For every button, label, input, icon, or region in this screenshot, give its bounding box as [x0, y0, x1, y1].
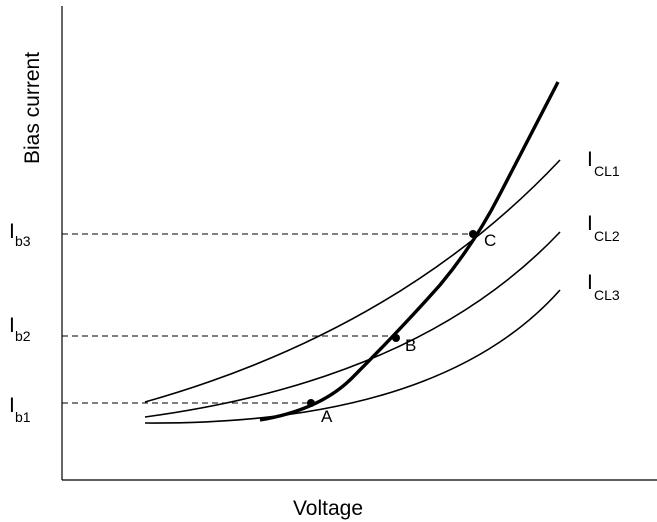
series-icl1-sub: CL1 — [594, 163, 620, 179]
series-label-icl2: I CL2 — [587, 212, 620, 244]
point-b-marker — [392, 334, 400, 342]
point-c-label: C — [484, 231, 496, 250]
series-icl3-main: I — [587, 271, 593, 294]
y-tick-label-ib1: I b1 — [9, 394, 31, 425]
curve-icl3 — [144, 289, 561, 424]
y-tick-label-ib2: I b2 — [9, 314, 31, 344]
point-b-label: B — [405, 336, 416, 355]
y-tick-ib3-sub: b3 — [15, 233, 31, 249]
y-tick-ib3-main: I — [9, 220, 15, 243]
y-tick-label-ib3: I b3 — [9, 220, 31, 249]
series-icl2-sub: CL2 — [594, 228, 620, 244]
series-icl3-sub: CL3 — [594, 287, 620, 303]
point-a-label: A — [321, 407, 333, 426]
y-tick-ib2-main: I — [9, 314, 15, 337]
y-tick-ib2-sub: b2 — [15, 328, 31, 344]
series-icl2-main: I — [587, 212, 593, 235]
series-label-icl1: I CL1 — [587, 148, 620, 179]
x-axis-title: Voltage — [293, 497, 363, 520]
series-label-icl3: I CL3 — [587, 271, 620, 303]
y-tick-ib1-sub: b1 — [15, 409, 31, 425]
curve-bias — [259, 81, 560, 422]
y-axis-title: Bias current — [21, 52, 44, 164]
curve-icl2 — [144, 231, 561, 418]
curve-icl1 — [144, 159, 561, 403]
y-tick-ib1-main: I — [9, 394, 15, 417]
point-c-marker — [469, 230, 477, 238]
series-icl1-main: I — [587, 148, 593, 171]
point-a-marker — [307, 399, 315, 407]
